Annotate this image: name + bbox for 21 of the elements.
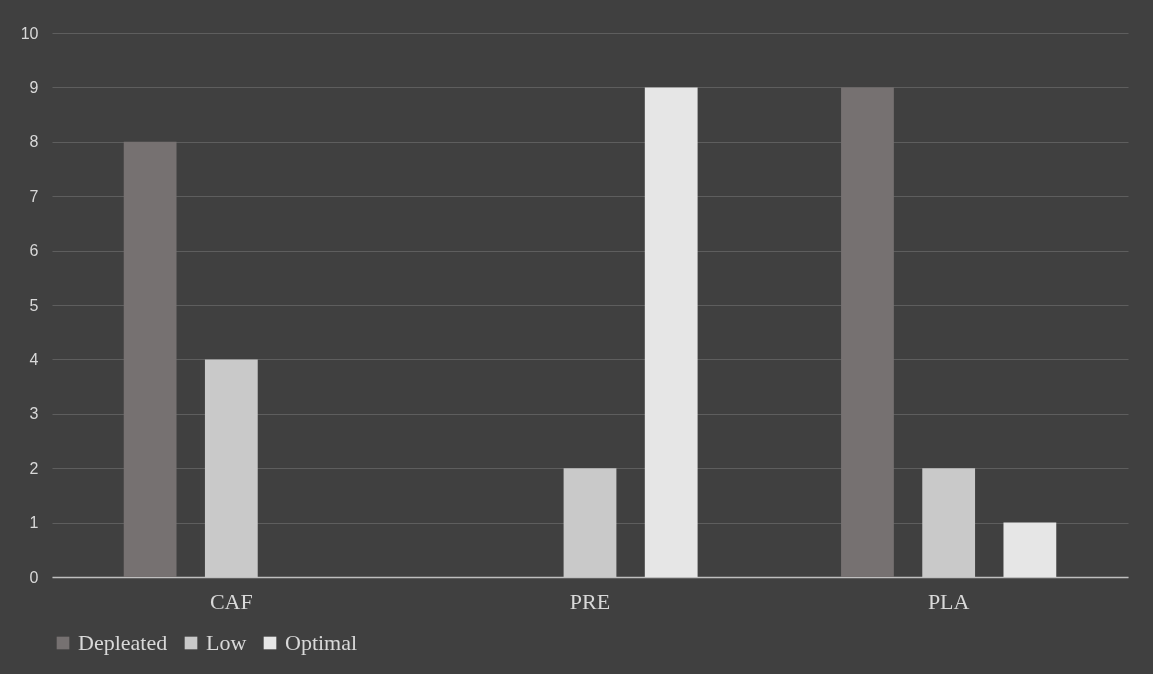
x-tick-label: CAF	[209, 588, 253, 614]
bar	[123, 141, 177, 577]
y-tick-label: 8	[29, 133, 39, 151]
y-tick-label: 4	[29, 350, 39, 368]
y-tick-label: 7	[29, 187, 39, 205]
y-tick-label: 5	[29, 296, 39, 314]
legend-label: Optimal	[285, 630, 358, 655]
legend-label: Depleated	[78, 630, 168, 655]
bar	[644, 87, 698, 577]
y-tick-label: 1	[29, 514, 39, 532]
y-tick-label: 6	[29, 242, 39, 260]
legend-label: Low	[206, 630, 247, 655]
bar	[841, 87, 894, 577]
bar	[1003, 522, 1057, 577]
x-tick-label: PRE	[569, 588, 611, 614]
x-tick-label: PLA	[927, 588, 970, 614]
y-tick-label: 2	[29, 459, 39, 477]
y-tick-label: 3	[29, 405, 39, 423]
y-tick-label: 9	[29, 78, 39, 96]
y-tick-label: 0	[29, 568, 39, 586]
y-tick-label: 10	[20, 24, 39, 42]
